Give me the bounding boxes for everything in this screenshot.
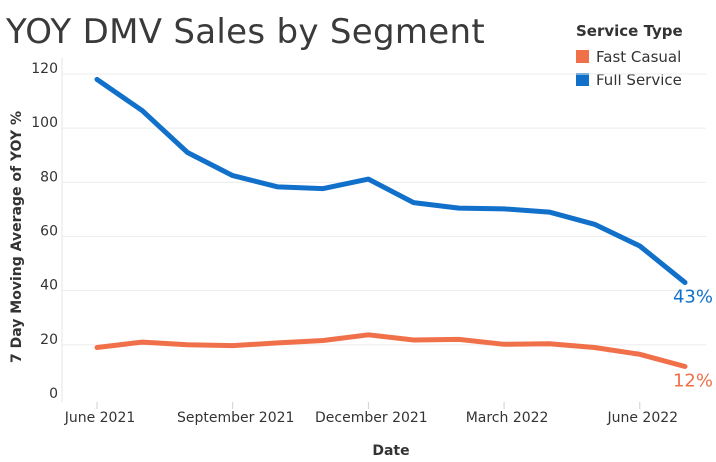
y-tick-100: 100: [31, 115, 58, 131]
x-tick-label-0: June 2021: [64, 410, 136, 426]
x-tick-label-2: December 2021: [315, 410, 428, 426]
x-tick-label-1: September 2021: [177, 410, 294, 426]
x-tick-label-3: March 2022: [466, 410, 549, 426]
legend-swatch-full-service: [576, 73, 589, 86]
legend-title: Service Type: [576, 22, 683, 40]
y-axis-title: 7 Day Moving Average of YOY %: [9, 111, 25, 363]
y-tick-80: 80: [40, 169, 58, 185]
y-tick-60: 60: [40, 224, 58, 240]
end-labels: 12% 43%: [673, 287, 713, 392]
x-axis-title: Date: [372, 443, 409, 459]
y-tick-120: 120: [31, 61, 58, 77]
legend-label-fast-casual: Fast Casual: [596, 47, 682, 66]
series-lines: [94, 76, 688, 369]
y-axis-ticks: 0 20 40 60 80 100 120: [31, 61, 58, 402]
y-tick-20: 20: [40, 332, 58, 348]
y-tick-0: 0: [49, 386, 58, 402]
x-tick-label-4: June 2022: [606, 410, 678, 426]
end-label-fast-casual: 12%: [673, 371, 713, 392]
chart-title: YOY DMV Sales by Segment: [6, 12, 485, 52]
gridlines: [61, 58, 706, 402]
x-axis-ticks: June 2021 September 2021 December 2021 Marc…: [64, 402, 678, 426]
legend-swatch-fast-casual: [576, 50, 589, 63]
end-label-full-service: 43%: [673, 287, 713, 308]
y-tick-40: 40: [40, 278, 58, 294]
legend-item-fast-casual[interactable]: Fast Casual: [576, 45, 683, 68]
series-line-fast-casual: [94, 332, 688, 369]
legend-label-full-service: Full Service: [596, 70, 682, 89]
legend-item-full-service[interactable]: Full Service: [576, 68, 683, 91]
legend: Service Type Fast Casual Full Service: [576, 22, 683, 91]
series-line-full-service: [94, 76, 688, 285]
